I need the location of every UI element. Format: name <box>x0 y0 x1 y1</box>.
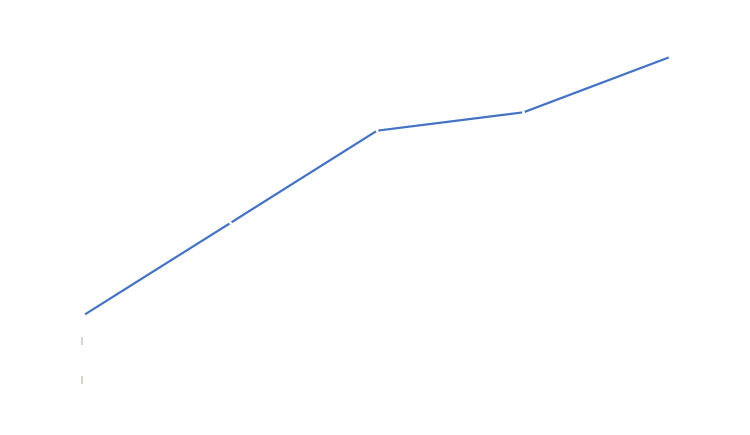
data-point-5 <box>668 55 672 59</box>
data-point-4 <box>522 110 525 114</box>
data-point-1 <box>82 313 86 317</box>
series-layer <box>82 55 672 317</box>
data-point-3 <box>375 129 379 133</box>
series-line-1 <box>82 55 672 317</box>
data-point-2 <box>229 221 232 225</box>
data-points <box>82 55 672 317</box>
